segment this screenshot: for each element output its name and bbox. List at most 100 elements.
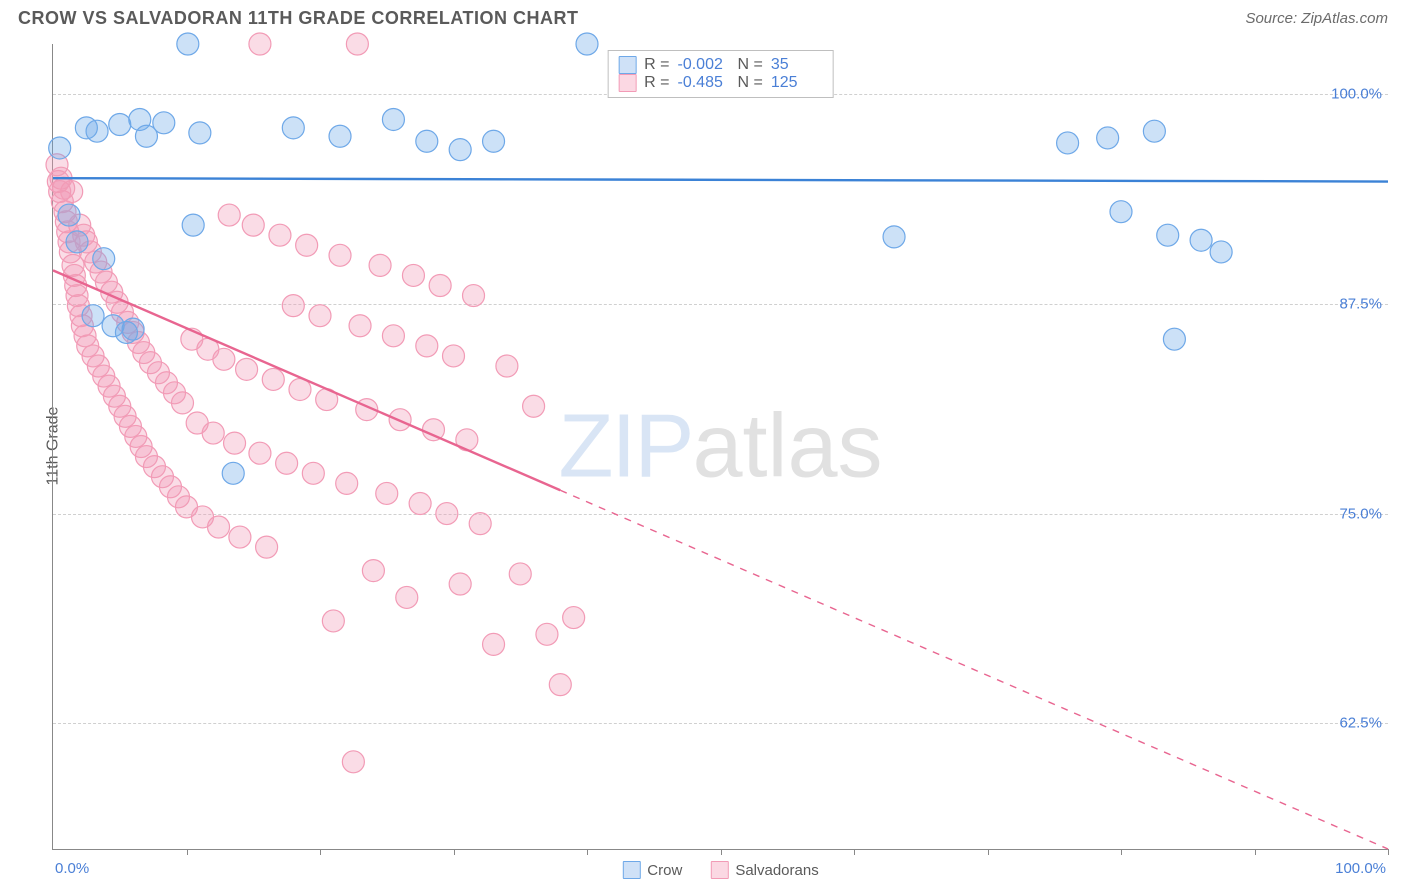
stats-legend-box: R = -0.002 N = 35 R = -0.485 N = 125 bbox=[607, 50, 834, 98]
scatter-point-crow bbox=[189, 122, 211, 144]
x-tick bbox=[1121, 849, 1122, 855]
scatter-point-salvadorans bbox=[416, 335, 438, 357]
scatter-point-crow bbox=[1110, 201, 1132, 223]
scatter-point-crow bbox=[109, 114, 131, 136]
scatter-point-salvadorans bbox=[449, 573, 471, 595]
scatter-point-crow bbox=[66, 231, 88, 253]
chart-area: ZIPatlas R = -0.002 N = 35 R = -0.485 N … bbox=[52, 44, 1388, 850]
legend-bottom: Crow Salvadorans bbox=[622, 861, 818, 879]
scatter-point-crow bbox=[182, 214, 204, 236]
scatter-point-salvadorans bbox=[61, 181, 83, 203]
stats-r-crow: -0.002 bbox=[678, 56, 730, 74]
scatter-point-salvadorans bbox=[429, 275, 451, 297]
scatter-point-salvadorans bbox=[296, 234, 318, 256]
x-tick bbox=[320, 849, 321, 855]
scatter-point-crow bbox=[282, 117, 304, 139]
scatter-point-salvadorans bbox=[256, 536, 278, 558]
scatter-point-crow bbox=[382, 108, 404, 130]
scatter-point-salvadorans bbox=[213, 348, 235, 370]
scatter-point-crow bbox=[1057, 132, 1079, 154]
scatter-point-crow bbox=[222, 462, 244, 484]
scatter-point-salvadorans bbox=[322, 610, 344, 632]
scatter-point-crow bbox=[58, 204, 80, 226]
trend-line-salvadorans bbox=[53, 270, 560, 490]
scatter-point-salvadorans bbox=[342, 751, 364, 773]
legend-item-crow: Crow bbox=[622, 861, 682, 879]
scatter-point-salvadorans bbox=[536, 623, 558, 645]
scatter-point-salvadorans bbox=[346, 33, 368, 55]
scatter-point-salvadorans bbox=[282, 295, 304, 317]
scatter-point-salvadorans bbox=[276, 452, 298, 474]
swatch-salv bbox=[618, 74, 636, 92]
scatter-point-salvadorans bbox=[382, 325, 404, 347]
scatter-point-salvadorans bbox=[376, 482, 398, 504]
x-tick bbox=[1255, 849, 1256, 855]
x-tick bbox=[454, 849, 455, 855]
stats-n-label: N = bbox=[738, 56, 763, 74]
scatter-point-crow bbox=[416, 130, 438, 152]
scatter-point-salvadorans bbox=[302, 462, 324, 484]
legend-label-salv: Salvadorans bbox=[735, 862, 818, 879]
scatter-point-salvadorans bbox=[362, 560, 384, 582]
scatter-point-salvadorans bbox=[523, 395, 545, 417]
stats-r-salv: -0.485 bbox=[678, 74, 730, 92]
scatter-point-salvadorans bbox=[249, 33, 271, 55]
legend-item-salv: Salvadorans bbox=[710, 861, 818, 879]
stats-row-salv: R = -0.485 N = 125 bbox=[618, 74, 823, 92]
scatter-plot-svg bbox=[53, 44, 1388, 849]
scatter-point-crow bbox=[82, 305, 104, 327]
scatter-point-crow bbox=[177, 33, 199, 55]
scatter-point-crow bbox=[483, 130, 505, 152]
scatter-point-crow bbox=[1210, 241, 1232, 263]
chart-source: Source: ZipAtlas.com bbox=[1245, 10, 1388, 27]
x-tick bbox=[587, 849, 588, 855]
swatch-crow bbox=[618, 56, 636, 74]
trend-line-dashed-salvadorans bbox=[560, 490, 1388, 849]
scatter-point-salvadorans bbox=[402, 264, 424, 286]
x-tick bbox=[988, 849, 989, 855]
scatter-point-crow bbox=[1143, 120, 1165, 142]
scatter-point-crow bbox=[1190, 229, 1212, 251]
scatter-point-salvadorans bbox=[549, 674, 571, 696]
scatter-point-salvadorans bbox=[224, 432, 246, 454]
scatter-point-salvadorans bbox=[309, 305, 331, 327]
scatter-point-salvadorans bbox=[436, 503, 458, 525]
x-tick bbox=[854, 849, 855, 855]
scatter-point-salvadorans bbox=[563, 607, 585, 629]
legend-swatch-crow bbox=[622, 861, 640, 879]
chart-title: CROW VS SALVADORAN 11TH GRADE CORRELATIO… bbox=[18, 8, 579, 29]
scatter-point-crow bbox=[1163, 328, 1185, 350]
scatter-point-salvadorans bbox=[236, 358, 258, 380]
scatter-point-crow bbox=[153, 112, 175, 134]
stats-r-label: R = bbox=[644, 56, 669, 74]
stats-r-label: R = bbox=[644, 74, 669, 92]
stats-row-crow: R = -0.002 N = 35 bbox=[618, 56, 823, 74]
scatter-point-salvadorans bbox=[409, 493, 431, 515]
scatter-point-salvadorans bbox=[349, 315, 371, 337]
scatter-point-salvadorans bbox=[171, 392, 193, 414]
x-tick bbox=[187, 849, 188, 855]
scatter-point-salvadorans bbox=[443, 345, 465, 367]
stats-n-crow: 35 bbox=[771, 56, 823, 74]
scatter-point-salvadorans bbox=[249, 442, 271, 464]
scatter-point-crow bbox=[122, 318, 144, 340]
scatter-point-salvadorans bbox=[208, 516, 230, 538]
scatter-point-salvadorans bbox=[336, 472, 358, 494]
scatter-point-crow bbox=[93, 248, 115, 270]
scatter-point-salvadorans bbox=[469, 513, 491, 535]
scatter-point-salvadorans bbox=[369, 254, 391, 276]
scatter-point-crow bbox=[576, 33, 598, 55]
scatter-point-salvadorans bbox=[396, 586, 418, 608]
scatter-point-crow bbox=[883, 226, 905, 248]
scatter-point-salvadorans bbox=[483, 633, 505, 655]
stats-n-salv: 125 bbox=[771, 74, 823, 92]
scatter-point-crow bbox=[1097, 127, 1119, 149]
scatter-point-salvadorans bbox=[242, 214, 264, 236]
scatter-point-crow bbox=[329, 125, 351, 147]
scatter-point-salvadorans bbox=[463, 285, 485, 307]
x-tick bbox=[1388, 849, 1389, 855]
stats-n-label: N = bbox=[738, 74, 763, 92]
scatter-point-crow bbox=[1157, 224, 1179, 246]
scatter-point-crow bbox=[449, 139, 471, 161]
legend-label-crow: Crow bbox=[647, 862, 682, 879]
